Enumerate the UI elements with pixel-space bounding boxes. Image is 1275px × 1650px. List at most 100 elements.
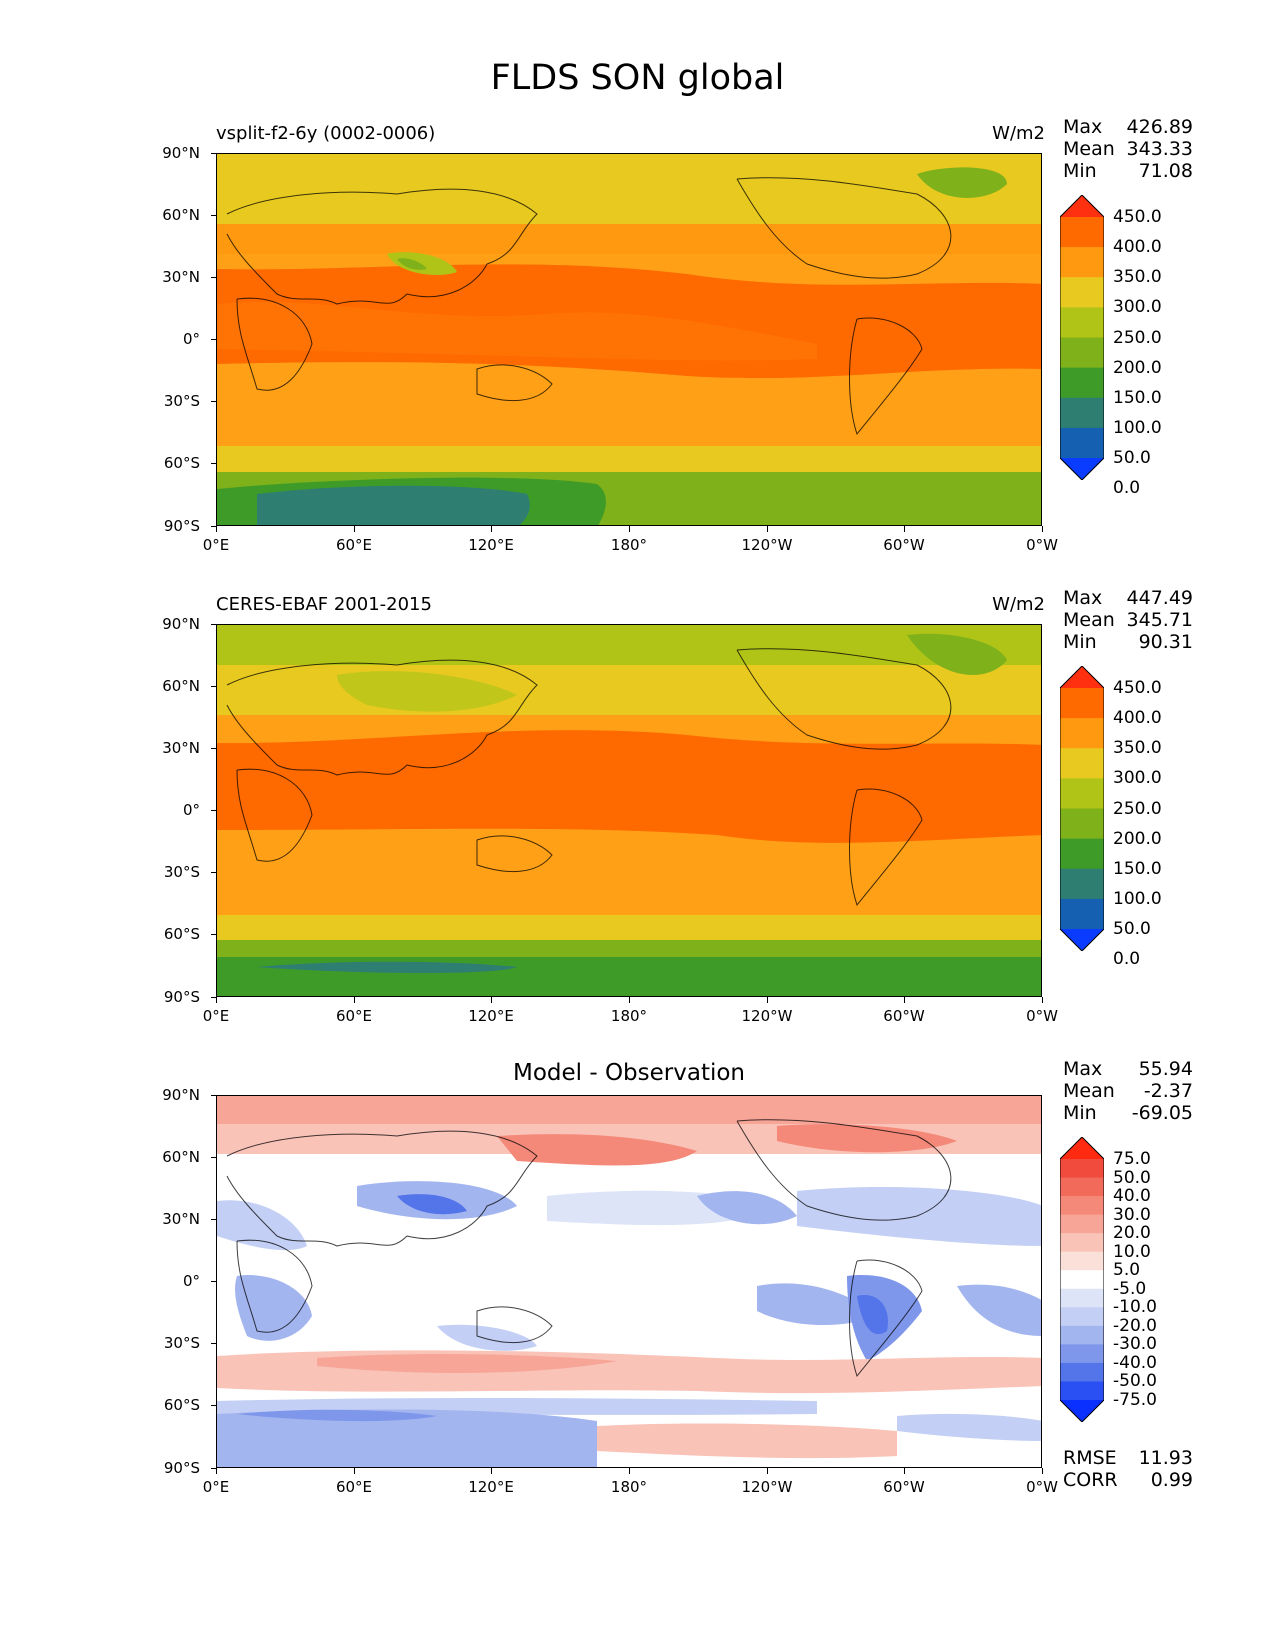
colorbar-extend-bottom [1060,1400,1104,1422]
colorbar-extend-top [1060,666,1104,688]
colorbar-band [1060,1307,1104,1327]
colorbar-tick-label: 250.0 [1113,798,1162,819]
corr-label: CORR [1063,1469,1118,1491]
colorbar-tick-label: 200.0 [1113,828,1162,849]
lon-tick: 60°E [314,997,394,1025]
lon-tick: 120°W [727,997,807,1025]
lon-tick: 0°W [1002,1468,1082,1496]
colorbar-tick-label: 350.0 [1113,267,1162,288]
lon-tick: 60°E [314,1468,394,1496]
lon-tick: 120°W [727,526,807,554]
colorbar-tick-label: 0.0 [1113,949,1141,970]
stat-mean-value: 345.71 [1126,609,1193,631]
lon-tick: 0°E [176,997,256,1025]
lat-tick: 60°N [160,1149,217,1165]
lat-tick: 60°N [160,207,217,223]
colorbar-tick-label: 50.0 [1113,1167,1151,1188]
stat-min-label: Min [1063,631,1097,653]
lon-tick: 0°E [176,526,256,554]
lon-tick: 0°W [1002,526,1082,554]
lat-tick: 60°S [160,1397,217,1413]
stat-max-label: Max [1063,587,1103,609]
colorbar-band [1060,1177,1104,1197]
colorbar-tick-label: 50.0 [1113,919,1151,939]
colorbar-tick-label: -50.0 [1113,1371,1157,1392]
stat-max-value: 447.49 [1126,587,1193,609]
lat-tick: 0° [160,1273,217,1289]
colorbar-tick-label: -30.0 [1113,1334,1157,1355]
lat-tick: 90°S [160,989,217,1005]
colorbar-band [1060,277,1104,308]
lat-tick: 90°S [160,1460,217,1476]
stat-max-value: 426.89 [1126,116,1193,138]
colorbar-tick-label: 100.0 [1113,888,1162,909]
stats-box: Max 447.49 Mean 345.71 Min 90.31 [1063,587,1193,653]
stats-box: Max 426.89 Mean 343.33 Min 71.08 [1063,116,1193,182]
stat-max-value: 55.94 [1138,1058,1193,1080]
stat-mean-value: 343.33 [1126,138,1193,160]
colorbar-tick-label: -20.0 [1113,1315,1157,1336]
units-label: W/m2 [992,123,1045,144]
colorbar-tick-label: 300.0 [1113,297,1162,318]
lon-tick: 60°E [314,526,394,554]
lat-tick: 90°N [160,616,217,632]
panel-label: vsplit-f2-6y (0002-0006) [216,123,436,144]
colorbar-band [1060,688,1104,719]
panel-title: Model - Observation [512,1060,746,1086]
colorbar-tick-label: 0.0 [1113,478,1141,499]
colorbar-tick-label: 50.0 [1113,448,1151,468]
lon-tick: 0°W [1002,997,1082,1025]
colorbar-svg [1059,665,1105,952]
colorbar-tick-label: 250.0 [1113,327,1162,348]
colorbar-tick-label: -10.0 [1113,1297,1157,1318]
colorbar-band [1060,1325,1104,1345]
lon-tick: 60°W [864,997,944,1025]
colorbar-extend-bottom [1060,458,1104,480]
panel-difference: Model - Observation [0,1058,1275,1555]
colorbar-tick-label: -40.0 [1113,1352,1157,1373]
lat-tick: 30°S [160,1335,217,1351]
colorbar-band [1060,1214,1104,1234]
colorbar-band [1060,1288,1104,1308]
stat-max-label: Max [1063,116,1103,138]
colorbar-band [1060,778,1104,809]
colorbar-tick-label: 450.0 [1113,207,1162,227]
colorbar-extend-top [1060,1137,1104,1159]
colorbar-band [1060,1233,1104,1253]
colorbar-tick-label: 350.0 [1113,738,1162,759]
colorbar-tick-label: 200.0 [1113,357,1162,378]
lat-tick: 30°N [160,740,217,756]
stat-min-value: 90.31 [1138,631,1193,653]
lat-tick: 30°S [160,864,217,880]
lat-tick: 0° [160,331,217,347]
colorbar-tick-label: -5.0 [1113,1278,1147,1299]
colorbar-band [1060,397,1104,429]
colorbar-band [1060,868,1104,900]
lat-tick: 60°S [160,455,217,471]
stat-min-label: Min [1063,1102,1097,1124]
lon-tick: 120°E [451,1468,531,1496]
colorbar-band [1060,247,1104,278]
stat-min-label: Min [1063,160,1097,182]
colorbar-svg [1059,194,1105,481]
colorbar [1059,665,1105,955]
colorbar-band [1060,1344,1104,1364]
stat-mean-value: -2.37 [1143,1080,1193,1102]
units-label: W/m2 [992,594,1045,615]
colorbar-tick-label: 10.0 [1113,1241,1151,1262]
colorbar-tick-label: 450.0 [1113,678,1162,698]
lat-tick: 0° [160,802,217,818]
figure-title: FLDS SON global [490,58,785,98]
lon-tick: 180° [589,526,669,554]
lat-tick: 30°N [160,1211,217,1227]
rmse-value: 11.93 [1138,1447,1193,1469]
colorbar-band [1060,1196,1104,1216]
stat-mean-label: Mean [1063,609,1115,631]
colorbar-band [1060,1270,1104,1290]
lon-tick: 0°E [176,1468,256,1496]
colorbar-band [1060,367,1104,399]
lat-tick: 60°N [160,678,217,694]
lat-tick: 90°N [160,1087,217,1103]
stats-box: Max 55.94 Mean -2.37 Min -69.05 [1063,1058,1193,1124]
colorbar-extend-bottom [1060,929,1104,951]
